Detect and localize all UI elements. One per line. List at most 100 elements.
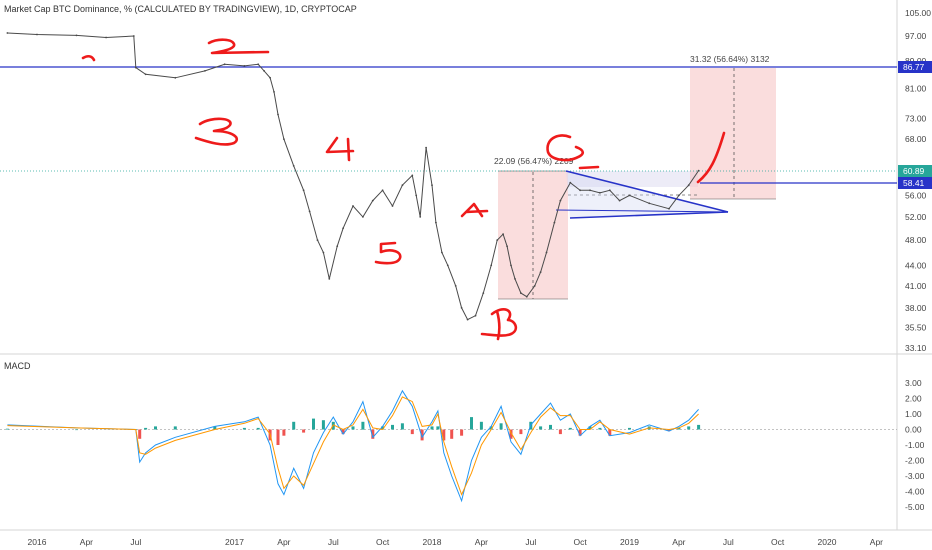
macd-hist-bar [292,421,296,430]
price-badge-86-77: 86.77 [898,61,932,73]
price-point [308,210,311,213]
macd-hist-bar [499,423,503,430]
projection-arrow-hand [696,131,726,184]
macd-hist-bar [608,429,612,436]
time-tick-label: 2019 [620,537,639,547]
macd-hist-bar [558,429,562,435]
wave-label-1-hand [81,54,96,62]
price-point [277,113,279,116]
macd-hist-bar [321,420,325,430]
macd-hist-bar [242,427,246,430]
measure-label-2: 31.32 (56.64%) 3132 [690,54,770,64]
macd-hist-bar [628,427,631,430]
price-point [401,184,404,187]
macd-tick-label: 0.00 [905,425,922,435]
macd-hist-bar [341,429,345,435]
macd-tick-label: 3.00 [905,378,922,388]
macd-tick-label: -2.00 [905,456,925,466]
price-point [316,239,319,242]
price-point [628,194,631,197]
price-point [144,73,147,76]
macd-hist-bar [697,424,701,430]
macd-hist-bar [256,427,260,430]
price-plot [6,32,700,321]
wave-label-b-hand [480,308,518,341]
macd-hist-bar [549,424,552,430]
macd-hist-bar [213,426,217,430]
price-point [589,189,591,192]
price-tick-label: 38.00 [905,303,927,313]
macd-hist-bar [470,417,473,430]
price-tick-label: 105.00 [905,8,931,18]
price-point [697,169,700,172]
svg-text:86.77: 86.77 [903,62,925,72]
price-point [132,35,135,37]
signal-line [7,396,699,496]
price-point [599,191,601,194]
price-point [668,207,670,210]
macd-hist-bar [351,426,355,430]
svg-text:60.89: 60.89 [903,166,925,176]
price-point [292,165,295,167]
price-tick-label: 41.00 [905,281,927,291]
price-point [539,271,542,273]
macd-hist-bar [677,427,681,430]
macd-hist-bar [410,429,414,435]
price-point [204,70,206,72]
price-point [569,181,572,184]
price-point [502,233,504,236]
macd-hist-bar [312,418,315,430]
macd-hist-bar [450,429,454,439]
macd-hist-bar [361,421,365,430]
macd-axis: 3.00 2.00 1.00 0.00 -1.00 -2.00 -3.00 -4.00 -5.0… [905,378,925,512]
macd-hist-bar [420,429,424,441]
price-point [466,318,469,321]
time-tick-label: Jul [525,537,536,547]
macd-hist-bar [460,429,464,436]
wave-label-3-hand [194,117,239,146]
price-point [362,216,364,218]
time-tick-label: Apr [870,537,883,547]
time-tick-label: Oct [376,537,390,547]
time-tick-label: Oct [573,537,587,547]
time-tick-label: Apr [80,537,93,547]
price-point [525,295,528,298]
price-tick-label: 56.00 [905,190,927,200]
svg-text:58.41: 58.41 [903,178,925,188]
price-point [506,245,508,248]
price-tick-label: 73.00 [905,114,927,124]
triangle-pattern [555,170,729,219]
price-point [223,63,226,66]
macd-hist-bar [489,426,493,430]
wave-label-a-hand [460,202,489,218]
time-tick-label: Jul [328,537,339,547]
macd-hist-bar [276,429,280,445]
macd-hist-bar [154,426,157,430]
macd-hist-bar [371,429,375,439]
macd-hist-bar [687,426,691,430]
price-point [496,239,499,242]
macd-tick-label: -5.00 [905,502,925,512]
macd-hist-bar [436,426,440,430]
price-point [257,63,260,66]
price-point [460,307,463,309]
price-point [328,278,331,280]
price-point [283,138,285,141]
macd-hist-bar [381,426,385,430]
macd-hist-bar [509,429,513,439]
price-point [391,205,394,207]
macd-tick-label: 1.00 [905,409,922,419]
price-point [435,221,437,224]
measure-box-1-extension [568,171,698,187]
macd-hist-bar [430,426,434,430]
wave-label-5-hand [374,241,402,265]
price-point [419,216,422,218]
price-tick-label: 68.00 [905,134,927,144]
macd-hist-bar [282,429,286,436]
price-badge-60-89: 60.89 [898,165,932,177]
measure-box-2 [690,68,776,199]
macd-plot [7,389,699,503]
price-point [352,205,354,207]
price-point [687,184,690,187]
time-tick-label: Apr [277,537,290,547]
